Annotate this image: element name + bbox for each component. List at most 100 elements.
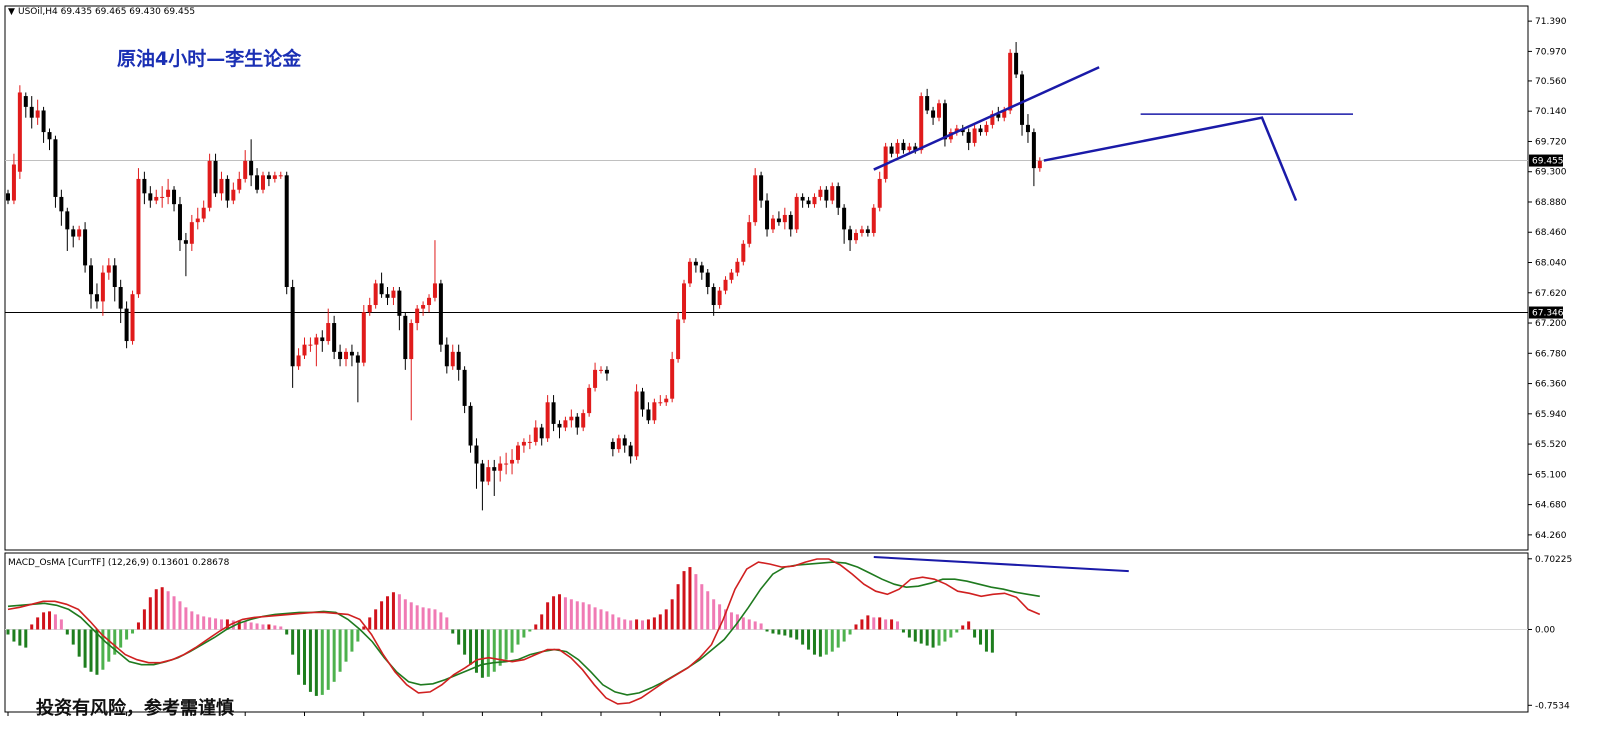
macd-bar-positive [617,617,621,630]
macd-bar-positive [53,614,57,630]
macd-bar-positive [386,596,390,630]
macd-bar-positive [154,589,158,630]
macd-bar-positive [878,617,882,630]
candle-bearish [824,189,829,201]
macd-bar-positive [753,621,757,630]
candle-bullish [272,175,277,179]
candle-bullish [593,369,598,388]
macd-bar-negative [101,629,105,670]
macd-bar-negative [308,629,312,692]
price-tick-label: 70.140 [1535,107,1567,117]
candle-bullish [883,146,888,179]
macd-bar-positive [42,612,46,630]
macd-bar-positive [884,619,888,630]
macd-bar-positive [534,624,538,630]
candle-bearish [925,96,930,111]
candle-bearish [996,114,1001,118]
candle-bearish [836,186,841,208]
macd-bar-positive [136,622,140,630]
candle-bullish [770,218,775,230]
macd-bar-positive [48,611,52,630]
chart-watermark-title: 原油4小时—李生论金 [117,48,302,70]
macd-bar-positive [427,608,431,630]
macd-bar-negative [795,629,799,640]
candle-bearish [604,369,609,374]
macd-bar-positive [575,601,579,630]
macd-bar-negative [113,629,117,655]
candle-bearish [468,405,473,446]
candle-bullish [373,283,378,306]
macd-bar-positive [380,601,384,630]
candle-bearish [842,207,847,230]
macd-bar-positive [866,615,870,630]
candle-bullish [990,114,995,125]
candle-bullish [510,459,515,464]
candle-bearish [266,175,271,179]
price-tick-label: 65.100 [1535,470,1567,480]
macd-bar-negative [510,629,514,653]
macd-bar-positive [759,623,763,630]
candle-bearish [71,229,76,237]
candle-bullish [616,438,621,450]
candle-bullish [296,355,301,367]
symbol-info-line: USOil,H4 69.435 69.465 69.430 69.455 [18,7,195,17]
macd-bar-negative [89,629,93,672]
macd-bar-positive [741,617,745,630]
price-tick-label: 69.720 [1535,137,1567,147]
candle-bearish [355,355,360,363]
macd-bar-negative [824,629,828,655]
candle-bullish [35,110,40,118]
macd-bar-negative [119,629,123,648]
candle-bullish [136,178,141,295]
macd-bar-negative [71,629,75,645]
price-tick-label: 69.300 [1535,168,1567,178]
macd-bar-positive [231,620,235,630]
candle-bullish [587,387,592,414]
candle-bullish [427,297,432,306]
candle-bearish [640,391,645,410]
macd-bar-negative [498,629,502,666]
candle-bullish [812,196,817,205]
macd-bar-positive [569,599,573,630]
candle-bearish [172,189,177,205]
candle-bullish [830,186,835,201]
macd-bar-negative [937,629,941,646]
macd-bar-positive [890,619,894,630]
candle-bullish [652,402,657,421]
candle-bearish [480,463,485,482]
macd-bar-negative [990,629,994,653]
candle-bullish [794,196,799,230]
candle-bearish [889,146,894,154]
macd-bar-positive [652,617,656,630]
price-tick-label: 65.940 [1535,410,1567,420]
candle-bearish [551,402,556,424]
macd-bar-positive [664,609,668,630]
candle-bearish [444,344,449,367]
macd-bar-positive [712,599,716,630]
macd-bar-positive [552,596,556,630]
macd-bar-positive [409,602,413,630]
macd-bar-positive [557,594,561,630]
macd-bar-negative [18,629,22,646]
candle-bullish [326,323,331,342]
price-panel-frame [4,5,1529,551]
macd-bar-negative [291,629,295,655]
macd-bar-negative [913,629,917,642]
price-tick-label: 66.360 [1535,380,1567,390]
macd-bar-positive [593,607,597,630]
candle-bullish [533,427,538,442]
candle-bullish [670,359,675,399]
candle-bearish [456,351,461,370]
macd-bar-positive [148,597,152,630]
macd-bar-positive [208,617,212,630]
candle-bearish [539,427,544,439]
candle-bullish [729,272,734,280]
candle-bullish [450,351,455,367]
macd-bar-positive [362,626,366,630]
macd-bar-positive [273,625,277,630]
candle-bearish [622,438,627,446]
macd-bar-positive [59,619,63,630]
macd-bar-positive [694,574,698,630]
candle-bullish [859,229,864,233]
candle-bullish [687,261,692,284]
